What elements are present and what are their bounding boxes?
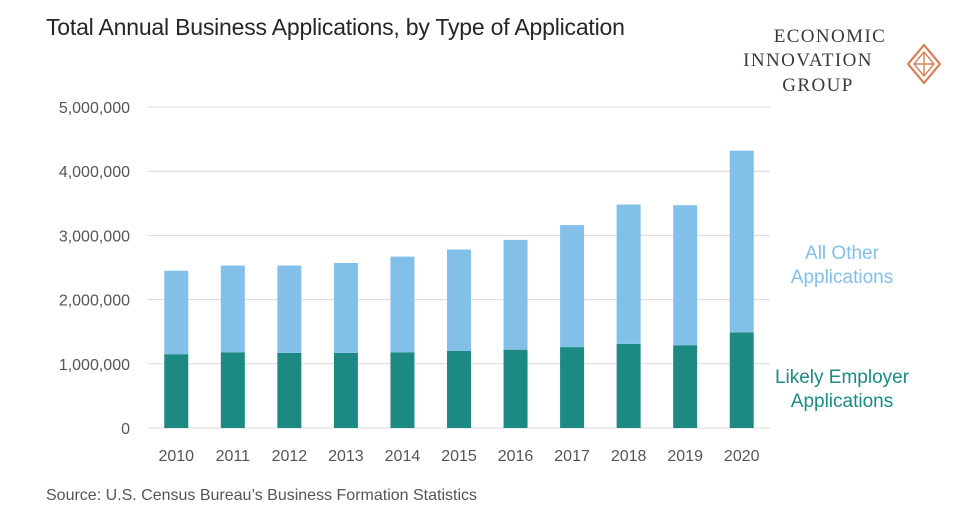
bar-all-other (277, 265, 302, 353)
bar-likely-employer (503, 349, 528, 428)
chart-title: Total Annual Business Applications, by T… (46, 14, 625, 40)
x-tick-label: 2013 (328, 448, 364, 465)
bar-likely-employer (729, 332, 754, 428)
bars (164, 150, 754, 428)
bar-all-other (333, 263, 358, 353)
bar-all-other (390, 256, 415, 353)
bar-likely-employer (220, 352, 245, 428)
bar-all-other (220, 265, 245, 353)
bar-all-other (729, 150, 754, 333)
bar-likely-employer (164, 354, 189, 428)
x-tick-label: 2014 (385, 448, 421, 465)
x-tick-label: 2012 (272, 448, 308, 465)
y-tick-label: 0 (121, 421, 130, 438)
bar-all-other (447, 249, 471, 351)
bar-all-other (503, 239, 528, 350)
legend-likely-employer-line-1: Likely Employer (774, 367, 910, 388)
x-tick-label: 2020 (724, 448, 760, 465)
legend-all-other-line-1: All Other (805, 243, 879, 264)
y-tick-label: 1,000,000 (59, 357, 130, 374)
diamond-logo-icon (907, 44, 941, 84)
y-tick-label: 4,000,000 (59, 164, 130, 181)
bar-likely-employer (277, 352, 302, 428)
logo-line-economic: ECONOMIC (773, 26, 887, 47)
bar-likely-employer (560, 347, 585, 428)
x-tick-label: 2015 (441, 448, 477, 465)
bar-likely-employer (390, 352, 415, 428)
y-axis-ticks: 0 1,000,000 2,000,000 3,000,000 4,000,000 5,0… (59, 100, 130, 438)
logo-line-group: GROUP (782, 75, 854, 96)
x-tick-label: 2018 (611, 448, 647, 465)
y-tick-label: 3,000,000 (59, 228, 130, 245)
x-tick-label: 2016 (498, 448, 534, 465)
y-tick-label: 5,000,000 (59, 100, 130, 117)
bar-likely-employer (447, 350, 471, 428)
logo-line-innovation: INNOVATION (743, 50, 873, 71)
eig-logo: ECONOMIC INNOVATION GROUP (735, 24, 950, 104)
bar-all-other (673, 205, 698, 346)
legend-all-other-line-2: Applications (790, 267, 894, 288)
source-note: Source: U.S. Census Bureau’s Business Fo… (46, 487, 477, 504)
x-tick-label: 2017 (554, 448, 590, 465)
bar-all-other (164, 270, 189, 355)
bar-all-other (616, 204, 641, 344)
y-tick-label: 2,000,000 (59, 293, 130, 310)
legend-likely-employer: Likely Employer Applications (747, 366, 937, 414)
x-tick-label: 2010 (158, 448, 194, 465)
bar-all-other (560, 225, 585, 348)
x-tick-label: 2011 (216, 448, 251, 465)
bar-likely-employer (333, 352, 358, 428)
bar-likely-employer (673, 345, 698, 428)
legend-likely-employer-line-2: Applications (790, 391, 894, 412)
bar-likely-employer (616, 343, 641, 428)
x-axis-ticks: 2010 2011 2012 2013 2014 2015 2016 2017 2018 2019… (158, 448, 759, 465)
legend-all-other: All Other Applications (747, 242, 937, 290)
x-tick-label: 2019 (667, 448, 703, 465)
